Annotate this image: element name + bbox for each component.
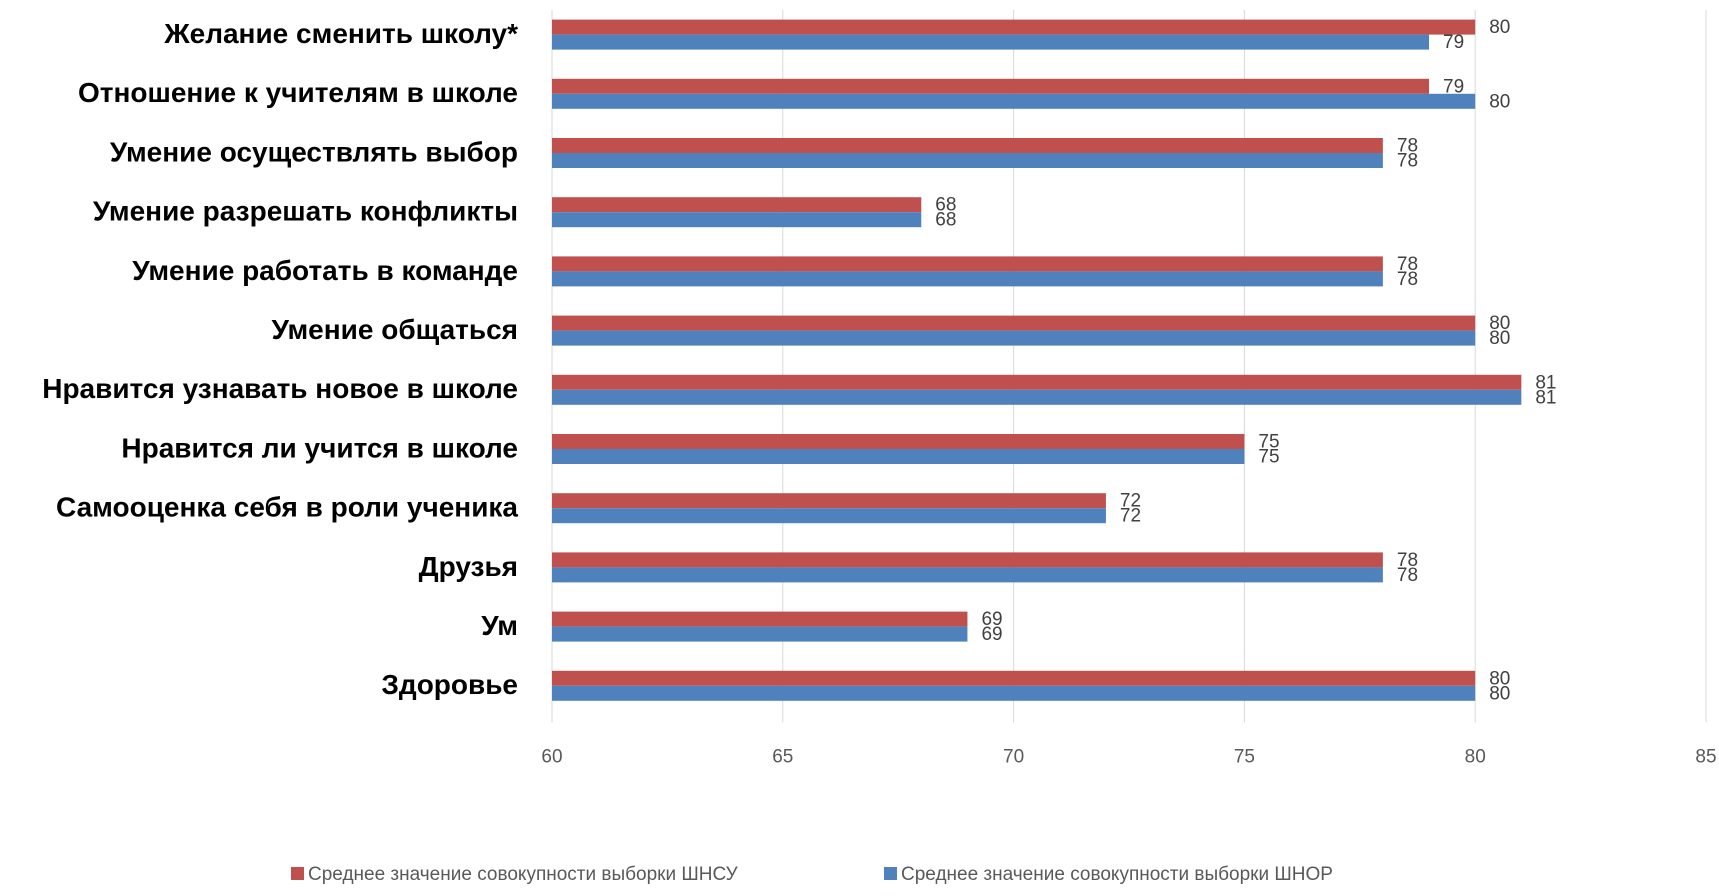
data-label-shnsu: 75 [1258, 432, 1279, 453]
bar-shnsu [552, 670, 1476, 686]
bar-shnsu [552, 611, 968, 627]
bar-shnsu [552, 19, 1476, 35]
bar-shnsu [552, 315, 1476, 331]
bar-shnor [552, 685, 1476, 701]
category-label: Умение общаться [271, 314, 518, 345]
bar-shnor [552, 626, 968, 642]
data-label-shnsu: 69 [981, 609, 1002, 630]
bar-shnor [552, 567, 1383, 583]
legend-swatch-shnsu [291, 867, 304, 880]
data-labels: 8079798078786868787880808181757572727878… [935, 17, 1556, 704]
x-axis-tick-labels: 60 65 70 75 80 85 [541, 746, 1716, 767]
data-label-shnor: 78 [1397, 151, 1418, 172]
bar-shnor [552, 34, 1430, 50]
legend-label-shnor: Среднее значение совокупности выборки ШН… [901, 864, 1333, 885]
data-label-shnsu: 79 [1443, 76, 1464, 97]
bar-shnsu [552, 197, 922, 213]
category-label: Отношение к учителям в школе [78, 77, 518, 108]
bar-shnsu [552, 374, 1522, 390]
data-label-shnor: 79 [1443, 32, 1464, 53]
data-label-shnor: 78 [1397, 269, 1418, 290]
data-label-shnsu: 78 [1397, 136, 1418, 157]
legend-swatch-shnor [884, 867, 897, 880]
category-label: Умение осуществлять выбор [110, 136, 518, 167]
bar-shnsu [552, 552, 1383, 568]
bar-shnsu [552, 138, 1383, 153]
x-tick-label: 85 [1695, 746, 1716, 767]
bar-shnor [552, 271, 1383, 287]
bar-shnsu [552, 493, 1106, 509]
data-label-shnor: 69 [981, 624, 1002, 645]
legend-label-shnsu: Среднее значение совокупности выборки ШН… [308, 864, 739, 885]
data-label-shnsu: 72 [1120, 491, 1141, 512]
bar-shnsu [552, 78, 1430, 94]
data-label-shnsu: 80 [1489, 17, 1510, 38]
bar-shnsu [552, 256, 1383, 272]
category-label: Ум [481, 610, 518, 641]
category-labels: Желание сменить школу* Отношение к учител… [42, 18, 518, 700]
data-label-shnor: 81 [1535, 387, 1556, 408]
data-label-shnsu: 80 [1489, 668, 1510, 689]
category-label: Нравится узнавать новое в школе [42, 373, 518, 404]
legend: Среднее значение совокупности выборки ШН… [291, 864, 1333, 885]
data-label-shnor: 80 [1489, 328, 1510, 349]
data-label-shnsu: 78 [1397, 254, 1418, 275]
data-label-shnor: 68 [935, 210, 956, 231]
gridlines [551, 10, 1707, 723]
bar-shnor [552, 508, 1106, 524]
data-label-shnor: 80 [1489, 683, 1510, 704]
bars [552, 19, 1522, 701]
bar-shnor [552, 330, 1476, 346]
x-tick-label: 60 [541, 746, 562, 767]
bar-shnor [552, 93, 1476, 109]
bar-shnsu [552, 434, 1245, 449]
data-label-shnor: 80 [1489, 91, 1510, 112]
x-tick-label: 80 [1465, 746, 1486, 767]
data-label-shnor: 78 [1397, 565, 1418, 586]
bar-shnor [552, 153, 1383, 168]
category-label: Самооценка себя в роли ученика [56, 492, 518, 523]
category-label: Умение разрешать конфликты [93, 196, 518, 227]
x-tick-label: 75 [1234, 746, 1255, 767]
data-label-shnor: 75 [1258, 447, 1279, 468]
category-label: Умение работать в команде [132, 255, 518, 286]
category-label: Здоровье [381, 669, 518, 700]
bar-shnor [552, 389, 1522, 405]
category-label: Желание сменить школу* [163, 18, 518, 49]
data-label-shnsu: 80 [1489, 313, 1510, 334]
data-label-shnsu: 81 [1535, 372, 1556, 393]
x-tick-label: 70 [1003, 746, 1024, 767]
bar-shnor [552, 449, 1245, 464]
data-label-shnsu: 68 [935, 195, 956, 216]
x-tick-label: 65 [772, 746, 793, 767]
category-label: Друзья [419, 551, 518, 582]
bar-shnor [552, 212, 922, 228]
category-label: Нравится ли учится в школе [121, 432, 518, 463]
data-label-shnor: 72 [1120, 506, 1141, 527]
data-label-shnsu: 78 [1397, 550, 1418, 571]
